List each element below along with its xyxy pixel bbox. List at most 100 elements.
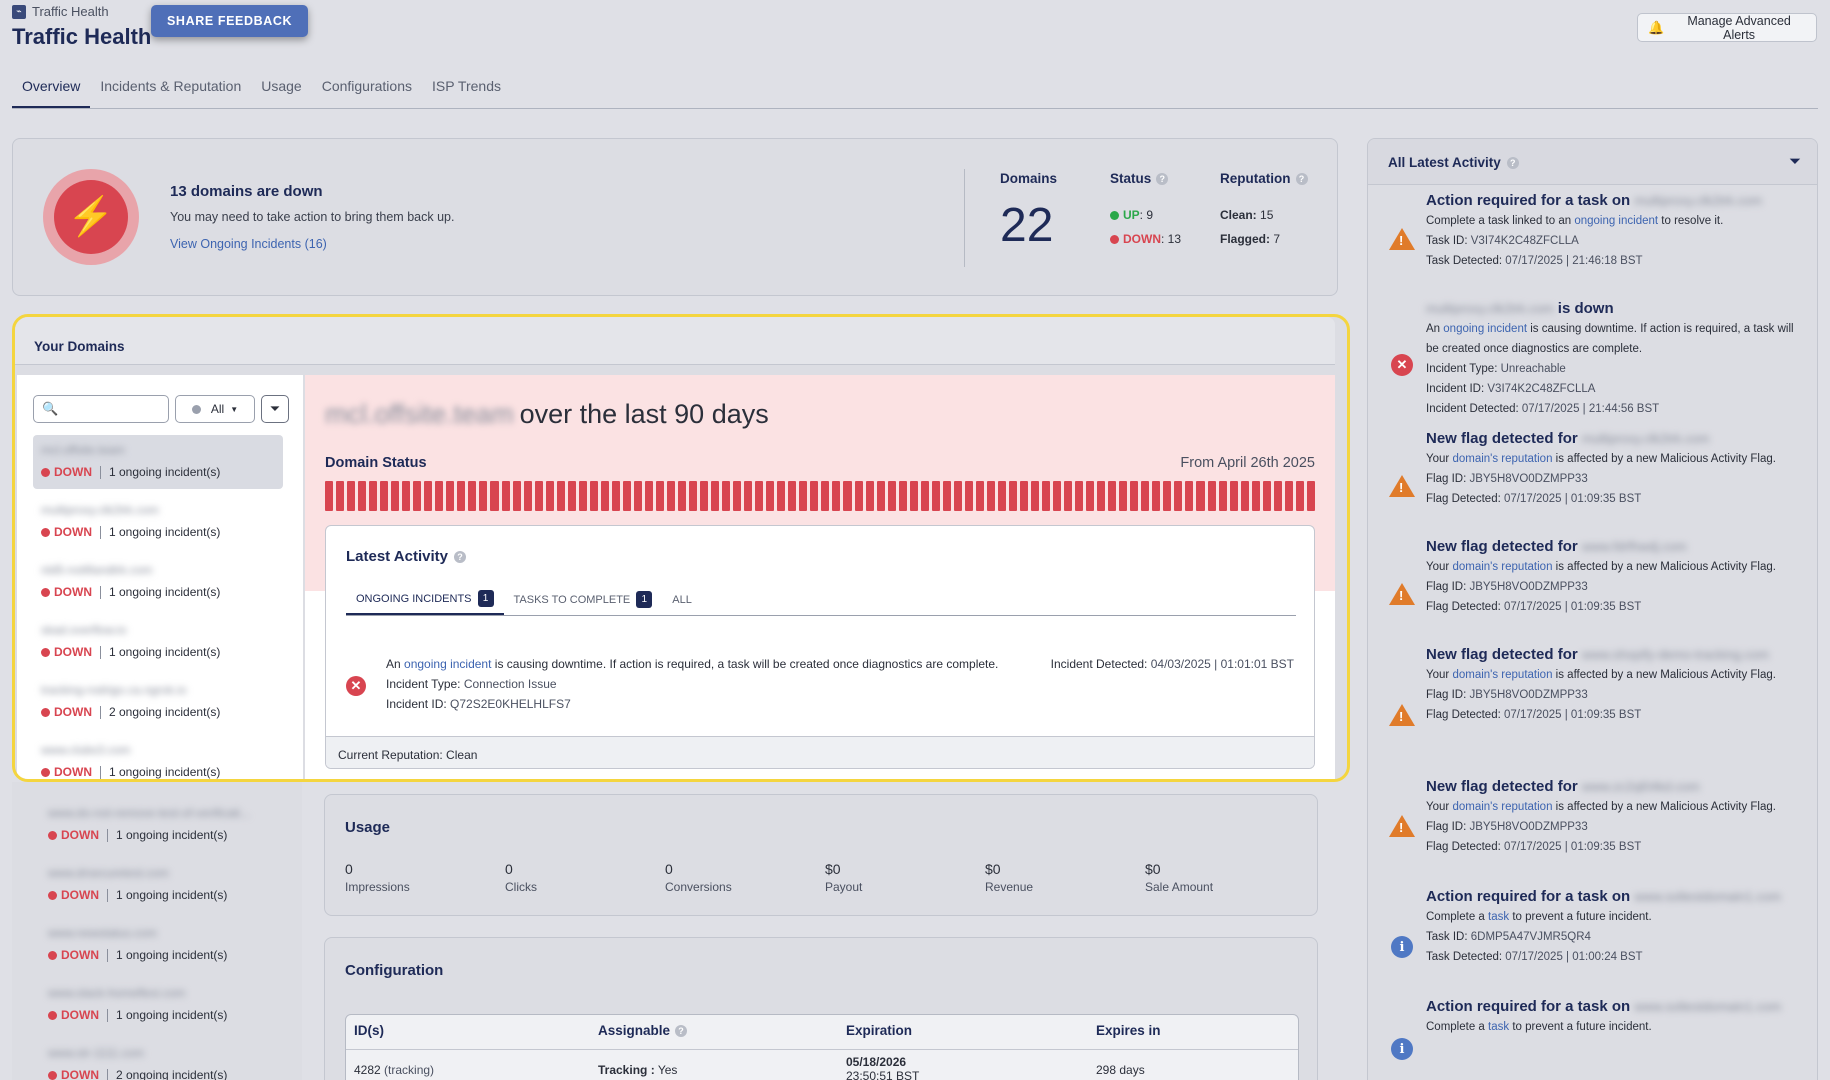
status-day-bar[interactable] (909, 481, 918, 511)
status-day-bar[interactable] (1218, 481, 1227, 511)
ongoing-incident-link[interactable]: ongoing incident (404, 657, 492, 671)
status-day-bar[interactable] (1251, 481, 1260, 511)
status-day-bar[interactable] (1207, 481, 1216, 511)
help-icon[interactable]: ? (1506, 156, 1519, 169)
list-item[interactable]: multiproxy.clk2trk.com DOWN 1 ongoing inc… (41, 503, 221, 539)
list-item[interactable]: www.str-1111.com DOWN 2 ongoing incident(… (48, 1046, 228, 1080)
help-icon[interactable]: ? (1295, 172, 1308, 185)
activity-link[interactable]: domain's reputation (1452, 669, 1553, 681)
filter-icon[interactable]: ⏷ (1788, 153, 1801, 170)
list-item[interactable]: www.clubs3.com DOWN 1 ongoing incident(s) (41, 743, 221, 779)
status-day-bar[interactable] (931, 481, 940, 511)
status-day-bar[interactable] (1240, 481, 1249, 511)
activity-link[interactable]: domain's reputation (1452, 801, 1553, 813)
help-icon[interactable]: ? (675, 1024, 688, 1037)
status-day-bar[interactable] (468, 481, 477, 511)
status-day-bar[interactable] (755, 481, 764, 511)
status-day-bar[interactable] (589, 481, 598, 511)
status-day-bar[interactable] (1031, 481, 1040, 511)
status-day-bar[interactable] (325, 481, 334, 511)
status-day-bar[interactable] (1019, 481, 1028, 511)
status-day-bar[interactable] (1008, 481, 1017, 511)
status-day-bar[interactable] (865, 481, 874, 511)
activity-link[interactable]: ongoing incident (1574, 215, 1659, 227)
status-day-bar[interactable] (1196, 481, 1205, 511)
status-day-bar[interactable] (578, 481, 587, 511)
list-item[interactable]: mcl.offsite.team DOWN 1 ongoing incident(… (33, 435, 283, 489)
status-day-bar[interactable] (1141, 481, 1150, 511)
list-item[interactable]: www.drsecuretest.com DOWN 1 ongoing incid… (48, 866, 228, 902)
activity-link[interactable]: domain's reputation (1452, 453, 1553, 465)
status-day-bar[interactable] (766, 481, 775, 511)
status-day-bar[interactable] (1075, 481, 1084, 511)
status-day-bar[interactable] (1053, 481, 1062, 511)
status-day-bar[interactable] (611, 481, 620, 511)
status-day-bar[interactable] (358, 481, 367, 511)
status-day-bar[interactable] (843, 481, 852, 511)
status-day-bar[interactable] (1119, 481, 1128, 511)
status-day-bar[interactable] (964, 481, 973, 511)
status-day-bar[interactable] (887, 481, 896, 511)
status-day-bar[interactable] (788, 481, 797, 511)
status-day-bar[interactable] (600, 481, 609, 511)
list-item[interactable]: www.slack-homeflexi.com DOWN 1 ongoing in… (48, 986, 228, 1022)
help-icon[interactable]: ? (1156, 172, 1169, 185)
status-day-bar[interactable] (1273, 481, 1282, 511)
status-day-bar[interactable] (567, 481, 576, 511)
status-day-bar[interactable] (898, 481, 907, 511)
tab-isp-trends[interactable]: ISP Trends (431, 78, 501, 94)
status-day-bar[interactable] (556, 481, 565, 511)
status-day-bar[interactable] (986, 481, 995, 511)
status-day-bar[interactable] (1086, 481, 1095, 511)
status-day-bar[interactable] (633, 481, 642, 511)
status-day-bar[interactable] (920, 481, 929, 511)
list-item[interactable]: skad.overflow.io DOWN 1 ongoing incident(… (41, 623, 221, 659)
list-item[interactable]: www.do-not-remove-test-of-verificati... … (48, 806, 251, 842)
tab-incidents-reputation[interactable]: Incidents & Reputation (100, 78, 242, 94)
status-day-bar[interactable] (391, 481, 400, 511)
tab-ongoing-incidents[interactable]: ONGOING INCIDENTS 1 (346, 590, 504, 615)
tab-tasks-to-complete[interactable]: TASKS TO COMPLETE 1 (504, 591, 663, 615)
status-day-bar[interactable] (975, 481, 984, 511)
status-day-bar[interactable] (457, 481, 466, 511)
status-day-bar[interactable] (545, 481, 554, 511)
status-day-bar[interactable] (854, 481, 863, 511)
activity-link[interactable]: domain's reputation (1452, 561, 1553, 573)
help-icon[interactable]: ? (453, 550, 466, 563)
status-day-bar[interactable] (369, 481, 378, 511)
status-day-bar[interactable] (953, 481, 962, 511)
status-day-bar[interactable] (799, 481, 808, 511)
status-day-bar[interactable] (1152, 481, 1161, 511)
tab-all[interactable]: ALL (672, 593, 692, 606)
view-ongoing-incidents-link[interactable]: View Ongoing Incidents (16) (170, 237, 327, 251)
status-day-bar[interactable] (1306, 481, 1315, 511)
activity-link[interactable]: ongoing incident (1443, 323, 1528, 335)
status-day-bar[interactable] (733, 481, 742, 511)
status-day-bar[interactable] (722, 481, 731, 511)
status-day-bar[interactable] (424, 481, 433, 511)
status-day-bar[interactable] (821, 481, 830, 511)
tab-configurations[interactable]: Configurations (321, 78, 412, 94)
tab-usage[interactable]: Usage (261, 78, 302, 94)
status-day-bar[interactable] (644, 481, 653, 511)
status-day-bar[interactable] (832, 481, 841, 511)
domain-search-input[interactable]: 🔍 (33, 395, 169, 423)
status-day-bar[interactable] (777, 481, 786, 511)
status-day-bar[interactable] (655, 481, 664, 511)
status-day-bar[interactable] (1229, 481, 1238, 511)
status-filter-dropdown[interactable]: All ▼ (175, 395, 255, 423)
list-item[interactable]: www.newstatus.com DOWN 1 ongoing incident… (48, 926, 228, 962)
status-day-bar[interactable] (501, 481, 510, 511)
status-day-bar[interactable] (700, 481, 709, 511)
status-day-bar[interactable] (512, 481, 521, 511)
status-day-bar[interactable] (380, 481, 389, 511)
status-day-bar[interactable] (347, 481, 356, 511)
tab-overview[interactable]: Overview (12, 72, 91, 109)
status-day-bar[interactable] (997, 481, 1006, 511)
list-item[interactable]: nld5-notifiandtrk.com DOWN 1 ongoing inci… (41, 563, 221, 599)
manage-advanced-alerts-button[interactable]: 🔔 Manage Advanced Alerts (1637, 13, 1817, 42)
share-feedback-button[interactable]: SHARE FEEDBACK (151, 5, 309, 37)
status-day-bar[interactable] (336, 481, 345, 511)
status-day-bar[interactable] (744, 481, 753, 511)
status-day-bar[interactable] (534, 481, 543, 511)
